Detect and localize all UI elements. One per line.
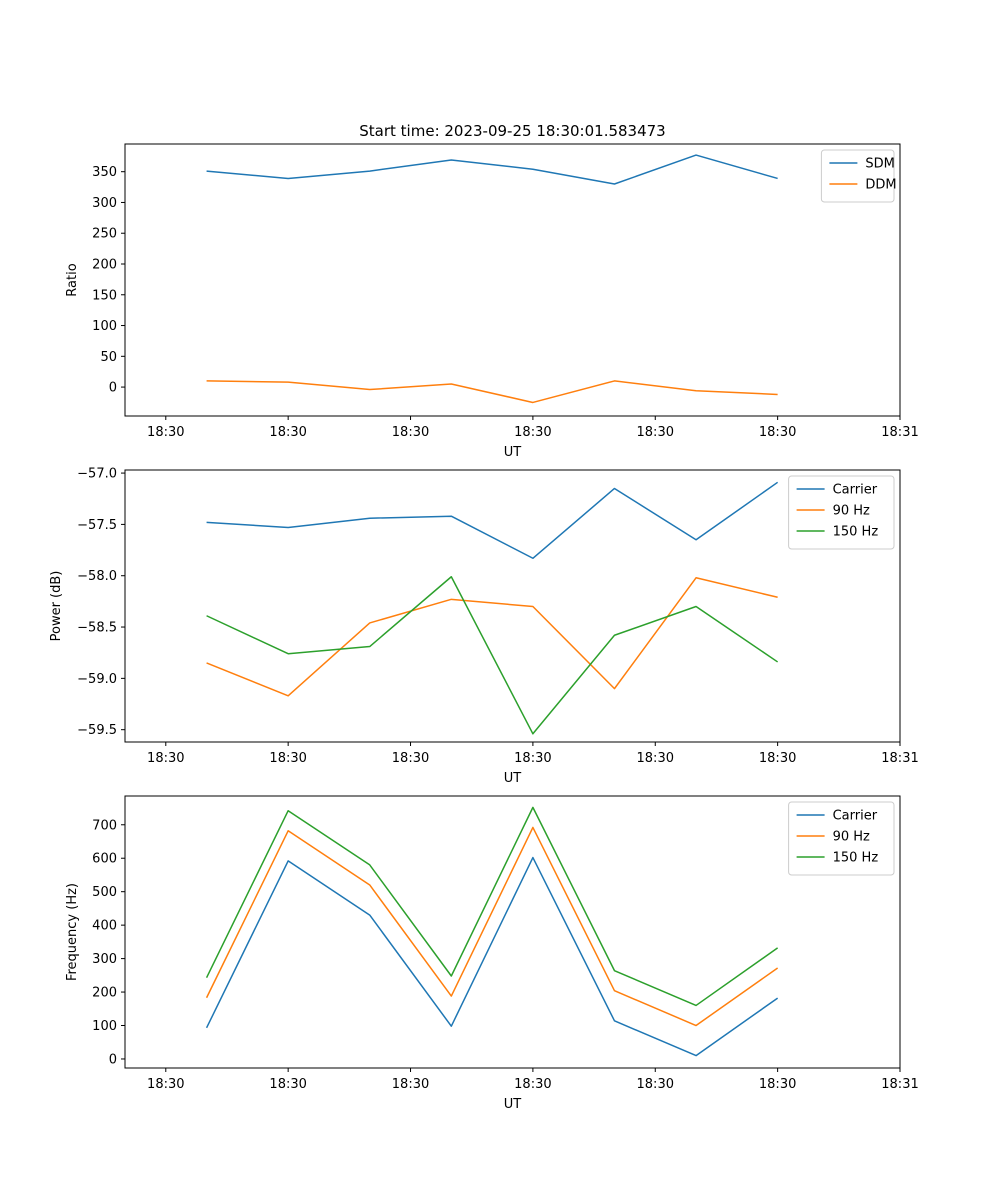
power-series-90-hz	[206, 577, 778, 697]
y-tick-label: 200	[92, 258, 117, 273]
y-tick-label: −58.0	[77, 569, 117, 584]
ratio-series-sdm	[206, 154, 778, 185]
x-tick-label: 18:30	[269, 1077, 306, 1092]
frequency-legend: Carrier 90 Hz 150 Hz	[788, 801, 895, 876]
x-tick-label: 18:30	[147, 751, 184, 766]
y-tick-label: 700	[92, 818, 117, 833]
x-tick-label: 18:30	[392, 425, 429, 440]
y-tick-label: −59.0	[77, 672, 117, 687]
legend-entry: DDM	[865, 178, 896, 193]
x-tick-label: 18:30	[759, 1077, 796, 1092]
frequency-series-90-hz	[205, 826, 779, 1027]
y-axis-label: Frequency (Hz)	[65, 883, 80, 981]
y-axis-label: Ratio	[65, 263, 80, 296]
y-tick-label: 50	[100, 350, 117, 365]
y-tick-label: 500	[92, 885, 117, 900]
legend-entry: SDM	[865, 157, 894, 172]
x-tick-label: 18:30	[392, 1077, 429, 1092]
y-tick-label: 350	[92, 165, 117, 180]
y-tick-label: −57.0	[77, 467, 117, 482]
power-series-carrier	[206, 481, 779, 560]
power-axes-frame	[124, 469, 901, 743]
x-tick-label: 18:30	[637, 425, 674, 440]
y-tick-label: 150	[92, 288, 117, 303]
power-panel: 18:30 18:30 18:30 18:30 18:30 18:30 18:31 −59.5…	[49, 467, 919, 786]
x-tick-label: 18:30	[759, 425, 796, 440]
x-tick-label: 18:30	[514, 751, 551, 766]
x-tick-label: 18:31	[881, 1077, 918, 1092]
power-series-150-hz	[206, 576, 779, 735]
y-tick-label: 400	[92, 919, 117, 934]
frequency-axes-frame	[124, 795, 901, 1069]
legend-entry: Carrier	[833, 483, 878, 498]
y-tick-label: −57.5	[77, 518, 117, 533]
frequency-series-carrier	[205, 856, 779, 1057]
x-tick-label: 18:30	[514, 425, 551, 440]
y-tick-label: 600	[92, 852, 117, 867]
y-tick-label: 300	[92, 952, 117, 967]
ratio-series-ddm	[206, 380, 778, 404]
x-tick-label: 18:31	[881, 425, 918, 440]
y-tick-label: 250	[92, 227, 117, 242]
x-tick-label: 18:30	[147, 425, 184, 440]
power-legend: Carrier 90 Hz 150 Hz	[788, 475, 895, 550]
legend-entry: 90 Hz	[833, 504, 870, 519]
x-tick-label: 18:30	[269, 425, 306, 440]
legend-entry: Carrier	[833, 809, 878, 824]
y-axis-label: Power (dB)	[49, 571, 64, 642]
y-tick-label: 100	[92, 319, 117, 334]
y-tick-label: 200	[92, 986, 117, 1001]
x-tick-label: 18:31	[881, 751, 918, 766]
figure-title: Start time: 2023-09-25 18:30:01.583473	[359, 122, 665, 140]
x-tick-label: 18:30	[637, 751, 674, 766]
x-tick-label: 18:30	[392, 751, 429, 766]
ratio-legend: SDM DDM	[820, 149, 897, 203]
y-tick-label: −58.5	[77, 621, 117, 636]
x-axis-label: UT	[504, 445, 522, 460]
legend-entry: 90 Hz	[833, 830, 870, 845]
x-tick-label: 18:30	[147, 1077, 184, 1092]
legend-entry: 150 Hz	[833, 851, 879, 866]
frequency-series-150-hz	[205, 806, 779, 1007]
frequency-panel: 18:30 18:30 18:30 18:30 18:30 18:30 18:31 0 100 2…	[65, 795, 919, 1112]
x-axis-label: UT	[504, 1097, 522, 1112]
y-tick-label: 0	[109, 1052, 117, 1067]
x-tick-label: 18:30	[759, 751, 796, 766]
x-axis-label: UT	[504, 771, 522, 786]
ratio-axes-frame	[124, 143, 901, 417]
y-tick-label: 300	[92, 196, 117, 211]
x-tick-label: 18:30	[269, 751, 306, 766]
ratio-panel: 18:30 18:30 18:30 18:30 18:30 18:30 18:31 0 50 10…	[65, 143, 919, 460]
legend-entry: 150 Hz	[833, 525, 879, 540]
y-tick-label: −59.5	[77, 723, 117, 738]
x-tick-label: 18:30	[514, 1077, 551, 1092]
y-tick-label: 100	[92, 1019, 117, 1034]
y-tick-label: 0	[109, 381, 117, 396]
x-tick-label: 18:30	[637, 1077, 674, 1092]
